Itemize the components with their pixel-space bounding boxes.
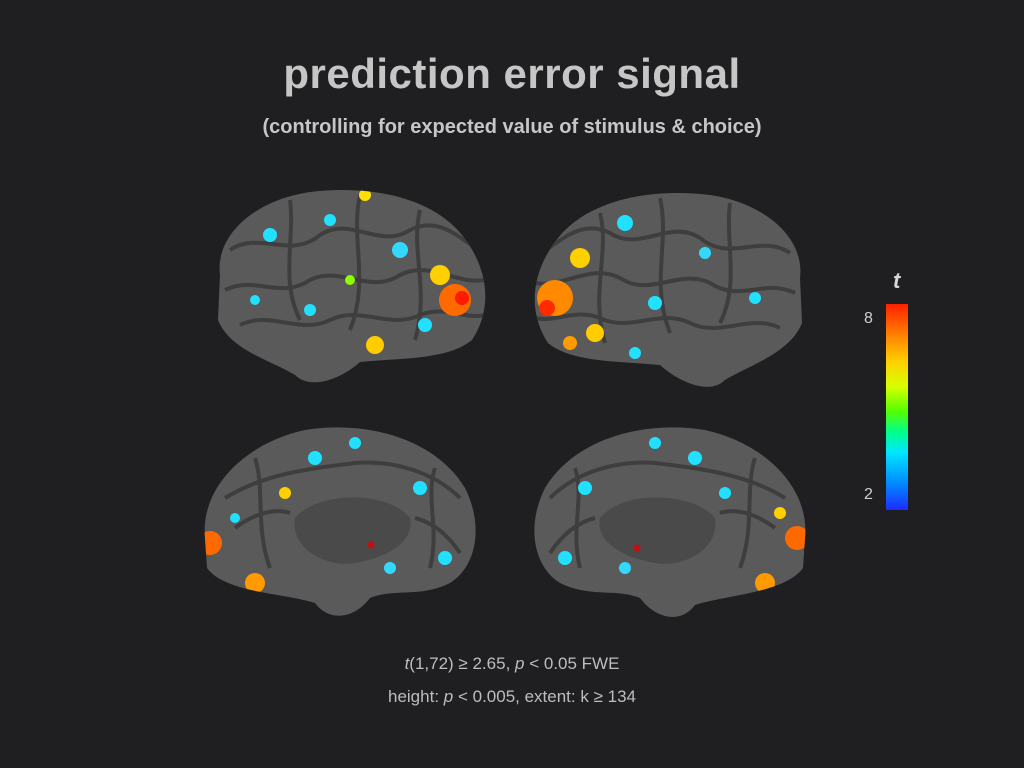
page-subtitle: (controlling for expected value of stimu… [262, 116, 762, 138]
stats-threshold-line: t(1,72) ≥ 2.65, p < 0.05 FWE [0, 654, 1024, 674]
colorbar [886, 304, 908, 510]
roi-marker-left [367, 541, 375, 549]
stats-line1-a: (1,72) ≥ 2.65, [409, 654, 516, 673]
colorbar-title: t [893, 268, 901, 293]
roi-marker-right [633, 544, 641, 552]
brain-left-medial [204, 427, 476, 616]
brain-right-lateral [534, 192, 802, 387]
stats-line2-b: < 0.005, extent: k ≥ 134 [453, 687, 636, 706]
stats-p-symbol-2: p [443, 687, 454, 706]
brain-right-medial [534, 427, 806, 617]
stats-height-extent-line: height: p < 0.005, extent: k ≥ 134 [0, 687, 1024, 707]
brain-left-lateral [218, 189, 486, 383]
stats-line1-b: < 0.05 FWE [524, 654, 620, 673]
colorbar-max-label: 8 [864, 310, 873, 327]
stats-t-symbol: t [404, 654, 410, 673]
page-title: prediction error signal [283, 50, 741, 97]
colorbar-min-label: 2 [864, 486, 873, 503]
stats-p-symbol: p [515, 654, 525, 673]
stats-line2-a: height: [388, 687, 444, 706]
